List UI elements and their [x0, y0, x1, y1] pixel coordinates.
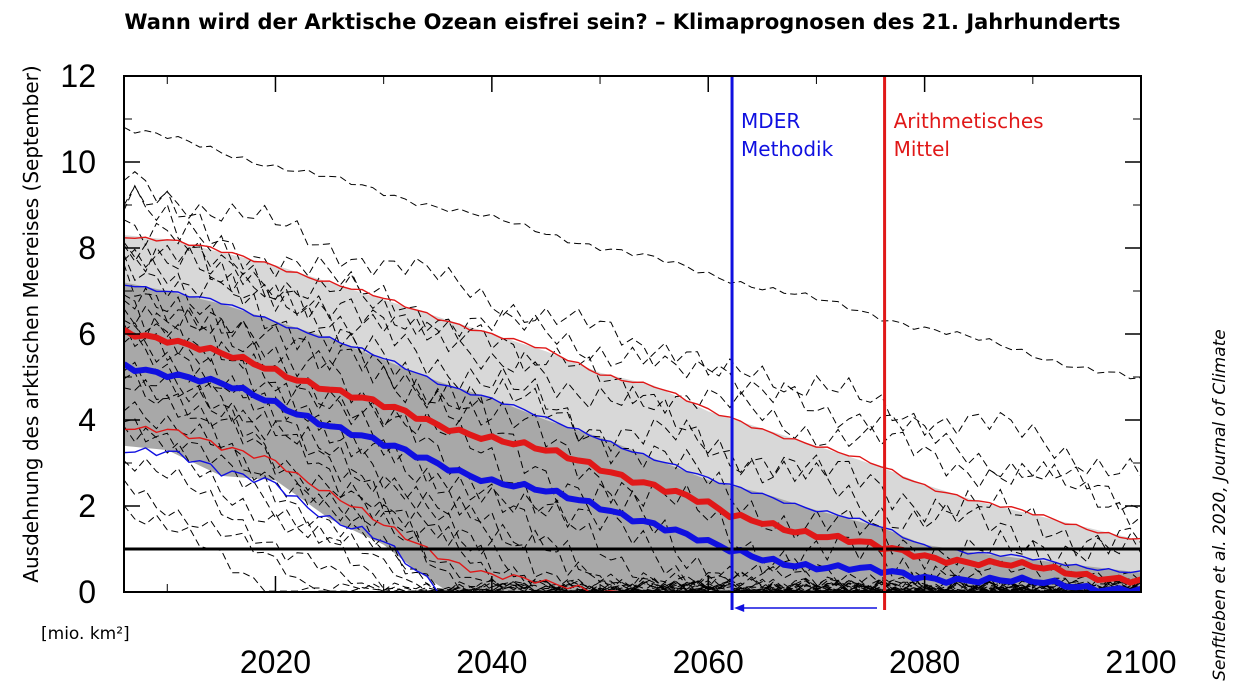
ensemble-member-line — [124, 361, 1141, 592]
y-tick-label: 2 — [78, 488, 96, 524]
arrow-head — [734, 604, 745, 612]
series-lines — [124, 236, 1141, 592]
y-tick-label: 12 — [60, 58, 96, 94]
y-tick-label: 4 — [78, 402, 96, 438]
ensemble-member-line — [124, 244, 1141, 478]
x-tick-label: 2100 — [1105, 644, 1176, 680]
mder-upper-line — [124, 284, 1141, 574]
vline-label: Methodik — [741, 137, 834, 161]
mder-line — [124, 361, 1141, 592]
vline-label: MDER — [741, 109, 800, 133]
ensemble-member-line — [124, 426, 1141, 592]
ensemble-member-line — [124, 305, 1141, 557]
unit-label: [mio. km²] — [41, 624, 130, 644]
axes: 0 2 4 6 8 10 12 2020 2040 2060 2080 2100 — [60, 58, 1176, 680]
ensemble-member-line — [124, 219, 1141, 585]
y-tick-label: 6 — [78, 316, 96, 352]
ensemble-member-line — [124, 171, 1141, 512]
mean-lower-line — [124, 425, 622, 592]
ensemble-member-line — [124, 184, 1141, 592]
spread-bands — [124, 235, 1141, 592]
mean-upper-line — [124, 236, 1141, 540]
annotations: MDER Methodik Arithmetisches Mittel — [124, 76, 1141, 612]
y-tick-label: 10 — [60, 144, 96, 180]
ensemble-member-line — [124, 185, 1141, 567]
ensemble-member-line — [124, 126, 1141, 380]
ensemble-member-line — [124, 254, 1141, 527]
vline-label: Mittel — [894, 137, 950, 161]
mean-line — [124, 327, 1141, 586]
x-tick-label: 2060 — [673, 644, 744, 680]
x-tick-label: 2080 — [889, 644, 960, 680]
x-tick-label: 2020 — [240, 644, 311, 680]
vline-label: Arithmetisches — [894, 109, 1044, 133]
x-tick-label: 2040 — [456, 644, 527, 680]
y-tick-label: 8 — [78, 230, 96, 266]
mder-lower-line — [124, 447, 449, 592]
ensemble-member-line — [124, 286, 1141, 592]
y-tick-label: 0 — [78, 574, 96, 610]
chart-title: Wann wird der Arktische Ozean eisfrei se… — [124, 10, 1121, 34]
